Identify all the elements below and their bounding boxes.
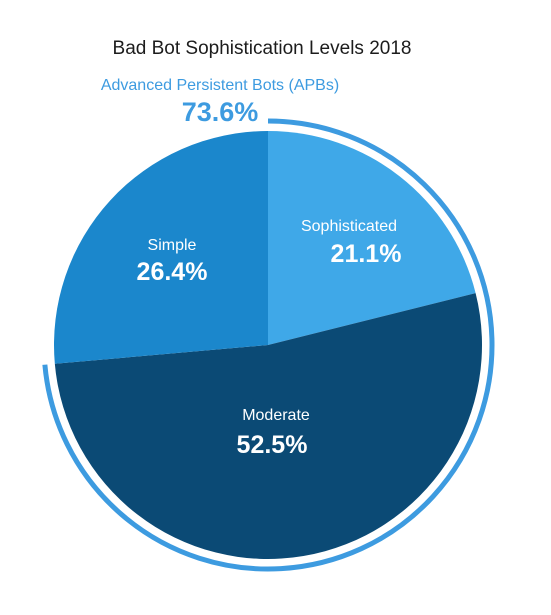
apb-bracket-ring xyxy=(42,118,495,572)
apb-group-value: 73.6% xyxy=(182,97,259,127)
apb-bracket-arc xyxy=(42,118,495,572)
pie-slices xyxy=(54,131,483,559)
pie-slice-moderate xyxy=(54,293,483,559)
apb-group-label: Advanced Persistent Bots (APBs) xyxy=(101,77,339,94)
slice-label-simple: Simple xyxy=(148,237,197,254)
slice-labels: Sophisticated 21.1% Moderate 52.5% Simple 26.… xyxy=(137,218,402,459)
pie-slice-sophisticated xyxy=(268,131,476,345)
slice-label-sophisticated: Sophisticated xyxy=(301,218,397,235)
pie-slice-simple xyxy=(54,131,268,364)
slice-value-moderate: 52.5% xyxy=(237,431,308,459)
slice-value-sophisticated: 21.1% xyxy=(331,240,402,268)
chart-title: Bad Bot Sophistication Levels 2018 xyxy=(113,38,412,59)
slice-value-simple: 26.4% xyxy=(137,258,208,286)
slice-label-moderate: Moderate xyxy=(242,407,310,424)
